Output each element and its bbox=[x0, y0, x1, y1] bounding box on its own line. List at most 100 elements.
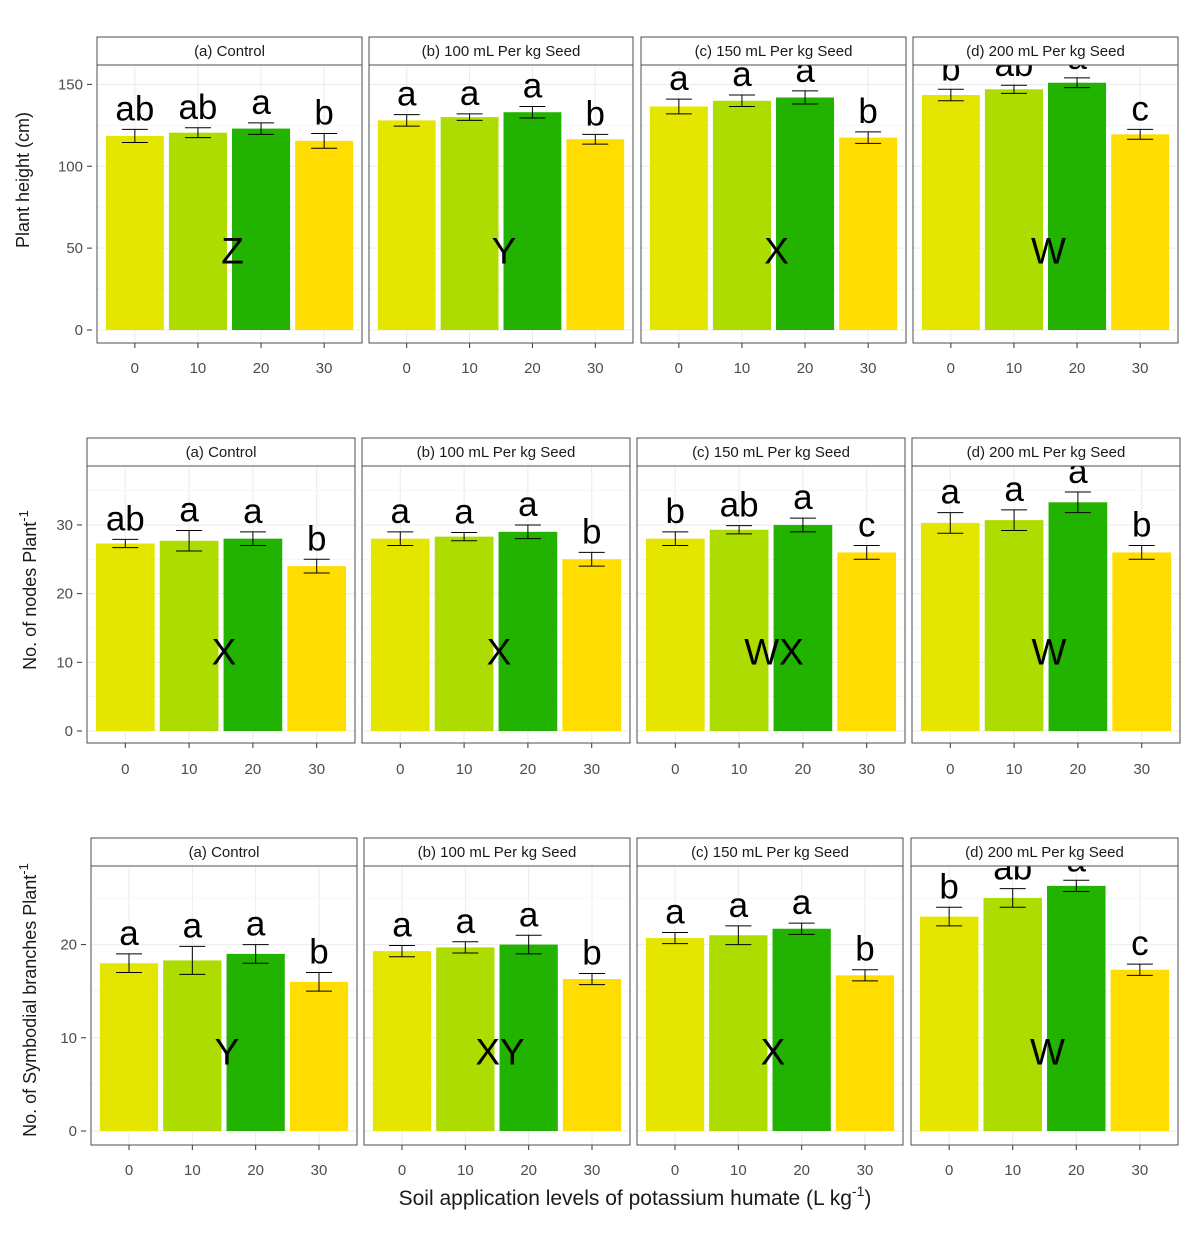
significance-letter: c bbox=[1131, 89, 1149, 128]
bar bbox=[709, 935, 768, 1131]
facet-strip-label: (a) Control bbox=[186, 444, 257, 461]
x-tick-label: 20 bbox=[245, 761, 262, 778]
facet-strip-label: (a) Control bbox=[189, 844, 260, 861]
significance-letter: b bbox=[586, 94, 605, 133]
bar bbox=[163, 960, 222, 1131]
y-axis-title: No. of nodes Plant-1 bbox=[16, 510, 40, 670]
group-letter: Y bbox=[492, 230, 517, 271]
significance-letter: ab bbox=[106, 499, 145, 538]
bar bbox=[921, 95, 980, 330]
bar bbox=[168, 132, 227, 330]
x-tick-label: 30 bbox=[1133, 761, 1150, 778]
facet-strip bbox=[96, 36, 363, 66]
significance-letter: c bbox=[1131, 924, 1149, 963]
facet-strip bbox=[361, 437, 631, 467]
significance-letter: a bbox=[246, 905, 266, 944]
y-tick-label: 50 bbox=[66, 240, 83, 257]
facet-strip bbox=[86, 437, 356, 467]
facet-strip-label: (c) 150 mL Per kg Seed bbox=[691, 844, 849, 861]
significance-letter: a bbox=[941, 473, 961, 512]
x-tick-label: 30 bbox=[857, 1162, 874, 1179]
x-tick-label: 30 bbox=[308, 761, 325, 778]
bar bbox=[772, 928, 831, 1131]
chart-rows: Plant height (cm)050100150ab0ab10a20b30Z… bbox=[13, 36, 1181, 1179]
x-tick-label: 10 bbox=[457, 1162, 474, 1179]
significance-letter: a bbox=[391, 492, 411, 531]
facet-2: a 0 a 10 a 20 b 30 X (b) 100 mL Per kg Seed bbox=[361, 437, 631, 778]
x-tick-label: 0 bbox=[125, 1162, 133, 1179]
bar bbox=[645, 938, 705, 1131]
x-tick-label: 10 bbox=[461, 360, 478, 377]
x-axis-title-sup: -1 bbox=[852, 1183, 865, 1199]
x-tick-label: 30 bbox=[858, 761, 875, 778]
facet-strip-label: (b) 100 mL Per kg Seed bbox=[422, 43, 581, 60]
facet-strip bbox=[363, 837, 631, 867]
bar bbox=[289, 981, 349, 1131]
x-tick-label: 0 bbox=[131, 360, 139, 377]
group-letter: Y bbox=[215, 1032, 240, 1073]
significance-letter: a bbox=[454, 493, 474, 532]
bar bbox=[835, 975, 895, 1131]
x-tick-label: 30 bbox=[1132, 1162, 1149, 1179]
bar bbox=[776, 97, 835, 330]
bar bbox=[1111, 134, 1170, 330]
x-tick-label: 30 bbox=[1132, 360, 1149, 377]
bar bbox=[499, 944, 558, 1131]
x-tick-label: 20 bbox=[1068, 1162, 1085, 1179]
x-tick-label: 10 bbox=[190, 360, 207, 377]
x-tick-label: 10 bbox=[1006, 360, 1023, 377]
facet-3: b 0 ab 10 a 20 c 30 WX (c) 150 mL Per kg Seed bbox=[636, 437, 906, 778]
significance-letter: ab bbox=[720, 486, 759, 525]
facet-strip-label: (d) 200 mL Per kg Seed bbox=[966, 43, 1125, 60]
y-tick-label: 10 bbox=[56, 654, 73, 671]
y-tick-label: 0 bbox=[65, 723, 73, 740]
significance-letter: a bbox=[243, 492, 263, 531]
bar bbox=[709, 529, 769, 731]
y-axis-title-main: Plant height (cm) bbox=[13, 112, 33, 248]
chart-row-1: Plant height (cm)050100150ab0ab10a20b30Z… bbox=[13, 36, 1179, 377]
facet-strip-label: (d) 200 mL Per kg Seed bbox=[967, 444, 1126, 461]
bar bbox=[370, 538, 430, 731]
x-tick-label: 30 bbox=[860, 360, 877, 377]
facet-strip bbox=[911, 437, 1181, 467]
bar bbox=[984, 520, 1044, 731]
group-letter: X bbox=[487, 632, 512, 673]
x-tick-label: 0 bbox=[398, 1162, 406, 1179]
x-tick-label: 0 bbox=[946, 761, 954, 778]
significance-letter: a bbox=[792, 883, 812, 922]
bar bbox=[440, 117, 499, 330]
group-letter: X bbox=[764, 230, 789, 271]
bar bbox=[159, 540, 219, 731]
x-tick-label: 10 bbox=[456, 761, 473, 778]
bar bbox=[434, 536, 494, 731]
x-tick-label: 30 bbox=[587, 360, 604, 377]
x-tick-label: 20 bbox=[1069, 360, 1086, 377]
x-tick-label: 20 bbox=[1070, 761, 1087, 778]
bar bbox=[562, 979, 622, 1131]
significance-letter: b bbox=[939, 867, 958, 906]
significance-letter: ab bbox=[115, 89, 154, 128]
group-letter: XY bbox=[475, 1032, 524, 1073]
y-tick-label: 150 bbox=[58, 76, 83, 93]
significance-letter: c bbox=[858, 506, 876, 545]
x-tick-label: 30 bbox=[316, 360, 333, 377]
significance-letter: b bbox=[666, 492, 685, 531]
x-tick-label: 20 bbox=[797, 360, 814, 377]
x-tick-label: 0 bbox=[671, 761, 679, 778]
significance-letter: a bbox=[729, 886, 749, 925]
facet-strip bbox=[910, 837, 1179, 867]
bar bbox=[232, 128, 291, 330]
x-tick-label: 10 bbox=[1004, 1162, 1021, 1179]
bar bbox=[223, 538, 283, 731]
x-tick-label: 10 bbox=[1006, 761, 1023, 778]
facet-1: ab 0 ab 10 a 20 b 30 Z (a) Control bbox=[96, 36, 363, 377]
facet-strip bbox=[912, 36, 1179, 66]
x-tick-label: 20 bbox=[793, 1162, 810, 1179]
significance-letter: a bbox=[456, 902, 476, 941]
facet-3: a 0 a 10 a 20 b 30 X (c) 150 mL Per kg Seed bbox=[636, 837, 904, 1179]
y-axis-title-main: No. of nodes Plant bbox=[20, 522, 40, 670]
facet-strip-label: (c) 150 mL Per kg Seed bbox=[692, 444, 850, 461]
x-tick-label: 30 bbox=[583, 761, 600, 778]
